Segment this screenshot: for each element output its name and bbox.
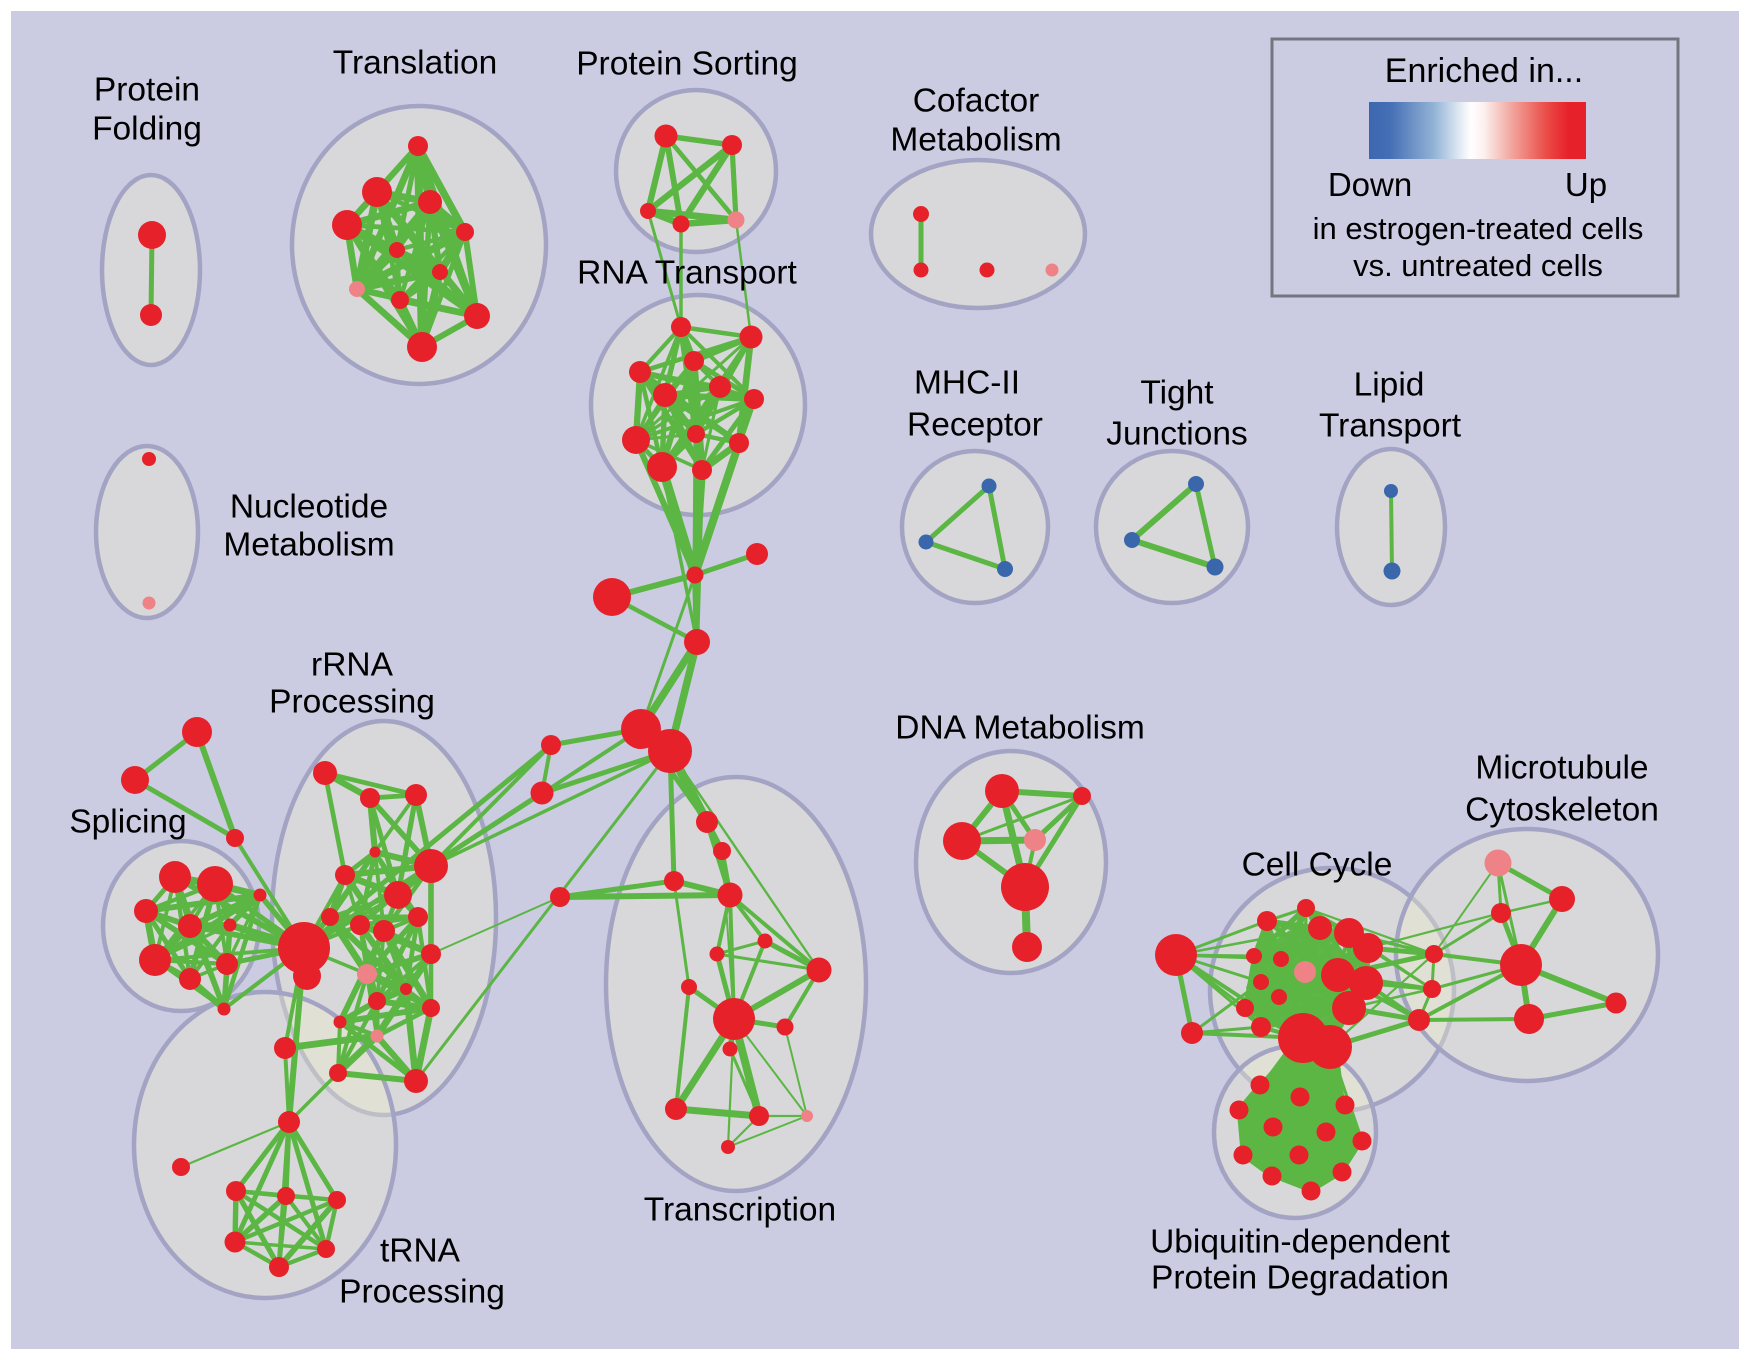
- svg-text:Lipid: Lipid: [1354, 367, 1425, 404]
- svg-text:rRNA: rRNA: [311, 647, 394, 684]
- svg-text:MHC-II: MHC-II: [914, 365, 1020, 402]
- svg-text:Tight: Tight: [1140, 375, 1214, 412]
- svg-text:Cell Cycle: Cell Cycle: [1242, 847, 1393, 884]
- svg-text:in estrogen-treated cells: in estrogen-treated cells: [1313, 211, 1644, 246]
- svg-text:Processing: Processing: [339, 1274, 505, 1311]
- svg-text:Junctions: Junctions: [1106, 416, 1248, 453]
- svg-text:Translation: Translation: [333, 45, 497, 82]
- svg-text:Cofactor: Cofactor: [913, 83, 1040, 120]
- svg-text:Splicing: Splicing: [69, 804, 186, 841]
- svg-text:Enriched in...: Enriched in...: [1385, 52, 1583, 90]
- svg-text:Processing: Processing: [269, 684, 435, 721]
- svg-text:Up: Up: [1565, 166, 1607, 203]
- svg-text:RNA Transport: RNA Transport: [577, 255, 797, 292]
- svg-text:DNA Metabolism: DNA Metabolism: [895, 710, 1144, 747]
- svg-text:Nucleotide: Nucleotide: [230, 489, 388, 526]
- svg-text:Transcription: Transcription: [644, 1192, 836, 1229]
- svg-text:Protein Degradation: Protein Degradation: [1151, 1260, 1449, 1297]
- svg-text:Ubiquitin-dependent: Ubiquitin-dependent: [1150, 1224, 1451, 1261]
- svg-text:Metabolism: Metabolism: [223, 527, 394, 564]
- svg-text:Transport: Transport: [1319, 408, 1462, 445]
- svg-text:vs. untreated cells: vs. untreated cells: [1353, 248, 1603, 283]
- svg-text:Microtubule: Microtubule: [1475, 750, 1648, 787]
- svg-text:Metabolism: Metabolism: [890, 122, 1061, 159]
- svg-text:Cytoskeleton: Cytoskeleton: [1465, 792, 1659, 829]
- svg-text:Folding: Folding: [92, 111, 202, 148]
- svg-text:Receptor: Receptor: [907, 407, 1043, 444]
- svg-text:Protein: Protein: [94, 72, 200, 109]
- svg-text:tRNA: tRNA: [380, 1233, 461, 1270]
- svg-text:Protein Sorting: Protein Sorting: [576, 46, 798, 83]
- svg-text:Down: Down: [1328, 166, 1412, 203]
